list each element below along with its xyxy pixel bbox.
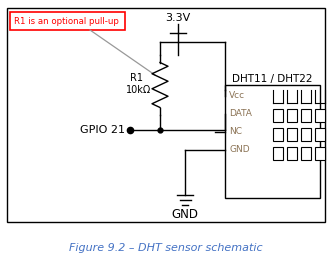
- Text: R1 is an optional pull-up: R1 is an optional pull-up: [14, 16, 119, 25]
- Text: GPIO 21: GPIO 21: [80, 125, 125, 135]
- Bar: [287, 128, 297, 141]
- Text: GND: GND: [172, 208, 199, 222]
- Bar: [10, 12, 125, 30]
- Bar: [273, 147, 283, 160]
- Text: Vcc: Vcc: [229, 91, 245, 100]
- Text: 10kΩ: 10kΩ: [126, 85, 151, 95]
- Text: 3.3V: 3.3V: [165, 13, 191, 23]
- Bar: [315, 109, 325, 122]
- Bar: [301, 109, 311, 122]
- Bar: [7, 8, 325, 222]
- Text: GND: GND: [229, 145, 250, 154]
- Bar: [273, 109, 283, 122]
- Text: NC: NC: [229, 127, 242, 136]
- Text: DHT11 / DHT22: DHT11 / DHT22: [232, 74, 313, 84]
- Bar: [315, 128, 325, 141]
- Bar: [315, 147, 325, 160]
- Bar: [273, 128, 283, 141]
- Text: DATA: DATA: [229, 109, 252, 118]
- Text: R1: R1: [130, 73, 143, 83]
- Bar: [225, 85, 320, 198]
- Bar: [287, 109, 297, 122]
- Bar: [287, 147, 297, 160]
- Bar: [301, 128, 311, 141]
- Bar: [301, 147, 311, 160]
- Text: Figure 9.2 – DHT sensor schematic: Figure 9.2 – DHT sensor schematic: [69, 243, 263, 253]
